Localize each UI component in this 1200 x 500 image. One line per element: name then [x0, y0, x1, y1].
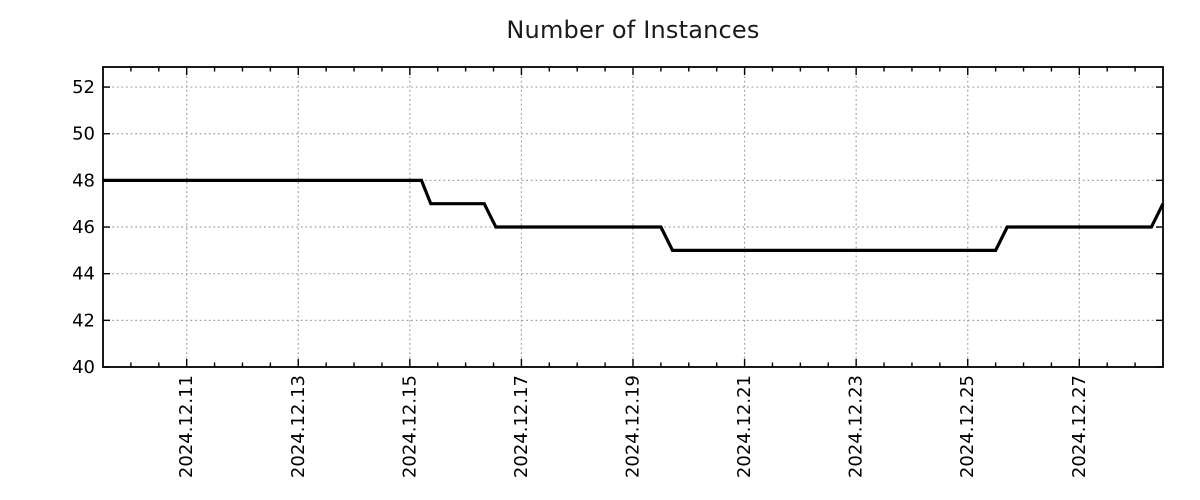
- y-tick-label: 48: [72, 170, 95, 191]
- chart-title: Number of Instances: [506, 16, 760, 44]
- y-tick-label: 52: [72, 77, 95, 98]
- x-tick-label: 2024.12.11: [176, 375, 197, 478]
- plot-border: [102, 66, 1164, 368]
- x-tick-label: 2024.12.27: [1069, 375, 1090, 478]
- y-tick-label: 50: [72, 124, 95, 145]
- y-tick-label: 40: [72, 357, 95, 378]
- x-tick-label: 2024.12.13: [288, 375, 309, 478]
- x-tick-label: 2024.12.23: [846, 375, 867, 478]
- instances-series-line: [103, 178, 1165, 252]
- x-tick-label: 2024.12.17: [511, 375, 532, 478]
- x-tick-label: 2024.12.25: [957, 375, 978, 478]
- x-tick-label: 2024.12.21: [734, 375, 755, 478]
- y-tick-label: 42: [72, 310, 95, 331]
- y-tick-label: 46: [72, 217, 95, 238]
- x-tick-label: 2024.12.19: [623, 375, 644, 478]
- x-tick-label: 2024.12.15: [399, 375, 420, 478]
- y-tick-label: 44: [72, 264, 95, 285]
